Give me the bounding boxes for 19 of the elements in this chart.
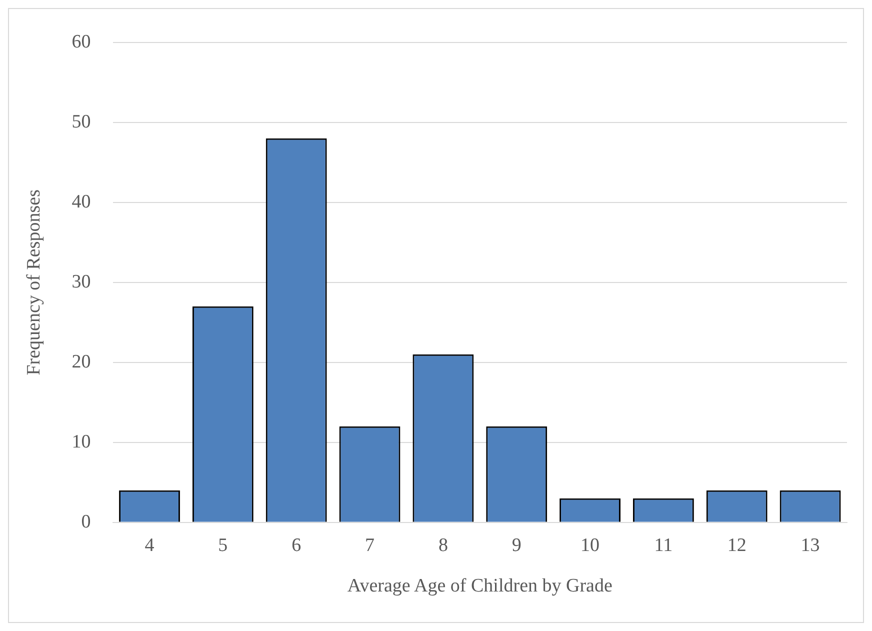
y-tick-label: 30 [72, 271, 91, 292]
x-tick-label: 9 [512, 534, 522, 556]
y-tick-label: 20 [72, 351, 91, 372]
y-tick-label: 60 [72, 31, 91, 52]
x-tick-label: 4 [144, 534, 155, 556]
x-tick-label: 13 [800, 534, 820, 556]
y-tick-label: 0 [81, 511, 91, 532]
x-tick-label: 7 [365, 534, 375, 556]
x-tick-label: 10 [580, 534, 600, 556]
x-tick-label: 11 [654, 534, 673, 556]
y-tick-label: 10 [72, 431, 91, 452]
x-axis-title: Average Age of Children by Grade [347, 576, 612, 597]
x-tick-label: 6 [292, 534, 302, 556]
y-tick-label: 40 [72, 191, 91, 212]
x-tick-label: 5 [218, 534, 228, 556]
y-tick-label: 50 [72, 111, 91, 132]
x-tick-label: 12 [727, 534, 746, 556]
x-tick-label: 8 [438, 534, 448, 556]
y-axis-title: Frequency of Responses [23, 190, 44, 376]
